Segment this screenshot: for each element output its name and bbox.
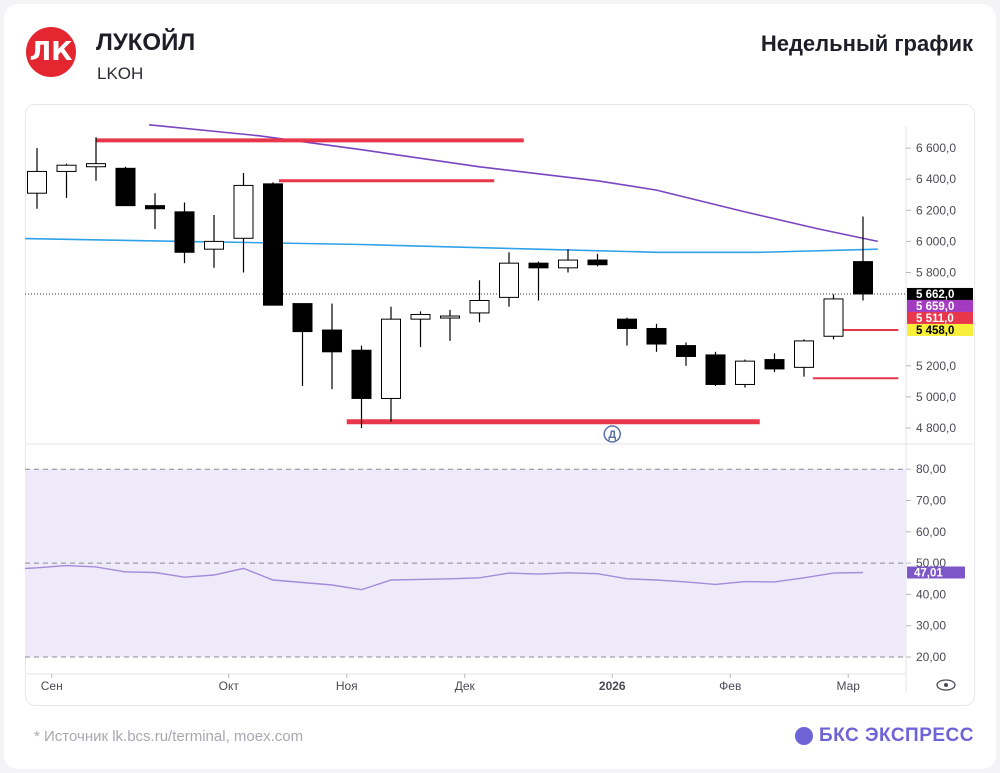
brand-logo-icon <box>794 727 813 745</box>
price-label-text: 5 659,0 <box>916 301 954 313</box>
price-label-text: 5 511,0 <box>916 313 954 325</box>
candle-bearish <box>528 262 549 269</box>
rsi-line <box>25 564 864 591</box>
time-tick-label: 2026 <box>599 679 626 693</box>
logo-lettering: ЛК <box>29 37 73 67</box>
candle-bearish <box>646 327 667 345</box>
price-chart[interactable]: 6 600,0 6 400,0 6 200,0 6 000,0 5 800,0 5 200… <box>25 104 973 704</box>
rsi-tick-label: 70,00 <box>916 494 946 508</box>
candle-bullish <box>440 315 460 319</box>
time-tick-label: Дек <box>455 679 476 693</box>
candle-bearish <box>174 211 195 253</box>
source-note: * Источник lk.bcs.ru/terminal, moex.com <box>34 728 304 745</box>
candle-bullish <box>27 170 47 194</box>
candle-bullish <box>233 184 254 239</box>
candle-bearish <box>705 354 726 385</box>
time-tick-label: Окт <box>219 679 240 693</box>
lukoil-logo: ЛК <box>26 27 76 77</box>
price-tick-label: 5 000,0 <box>916 390 956 404</box>
brand-name: БКС ЭКСПРЕСС <box>818 725 974 746</box>
candle-bearish <box>145 205 165 210</box>
time-tick-label: Мар <box>837 679 861 693</box>
price-tick-label: 6 600,0 <box>916 141 956 155</box>
candle-bullish <box>823 298 844 337</box>
candle-bearish <box>351 349 372 399</box>
candle-bullish <box>735 360 755 385</box>
candle-bullish <box>56 164 77 172</box>
rsi-tick-label: 20,00 <box>916 650 946 664</box>
candle-bullish <box>204 240 224 250</box>
price-tick-label: 5 200,0 <box>916 359 956 373</box>
candle-bullish <box>381 318 401 399</box>
candle-bearish <box>587 259 608 266</box>
candle-bearish <box>764 359 785 370</box>
candle-bearish <box>263 183 283 306</box>
candle-bullish <box>794 340 814 368</box>
dividend-marker: Д <box>603 425 621 443</box>
dividend-marker-circle <box>603 425 621 443</box>
price-tick-label: 5 800,0 <box>916 266 956 280</box>
time-tick-label: Ноя <box>336 679 358 693</box>
candle-bearish <box>322 329 342 353</box>
moving-average-blue <box>25 237 878 254</box>
price-label-text: 5 662,0 <box>916 289 954 301</box>
ticker-label: LKOH <box>97 64 144 83</box>
candle-bullish <box>558 259 578 269</box>
rsi-tick-label: 30,00 <box>916 619 946 633</box>
chart-period-title: Недельный график <box>760 31 973 56</box>
rsi-value-badge <box>907 566 965 579</box>
price-label-badge <box>907 299 973 312</box>
rsi-value-text: 47,01 <box>914 567 943 579</box>
candle-bearish <box>115 167 136 207</box>
price-label-badge <box>907 287 973 300</box>
candle-bullish <box>469 299 490 314</box>
candle-bullish <box>499 262 519 298</box>
dividend-marker-label: Д <box>608 429 616 441</box>
rsi-tick-label: 60,00 <box>916 525 946 539</box>
eye-icon-outline <box>936 679 956 691</box>
candle-bearish <box>617 318 637 329</box>
time-tick-label: Сен <box>41 679 63 693</box>
price-tick-label: 4 800,0 <box>916 421 956 435</box>
price-label-badge <box>907 311 973 324</box>
candle-bullish <box>86 163 106 168</box>
eye-icon-pupil <box>944 683 948 687</box>
candle-bearish <box>853 261 873 295</box>
candle-bullish <box>410 313 431 320</box>
price-label-text: 5 458,0 <box>916 325 954 337</box>
price-tick-label: 6 400,0 <box>916 172 956 186</box>
chart-settings-eye-icon[interactable] <box>936 679 956 691</box>
price-label-badge <box>907 323 973 336</box>
candle-bearish <box>676 345 696 357</box>
candle-bearish <box>292 303 313 333</box>
company-name: ЛУКОЙЛ <box>96 29 196 56</box>
price-tick-label: 6 000,0 <box>916 234 956 248</box>
price-tick-label: 6 200,0 <box>916 203 956 217</box>
brand: БКС ЭКСПРЕСС <box>794 725 974 747</box>
time-tick-label: Фев <box>719 679 741 693</box>
rsi-tick-label: 40,00 <box>916 587 946 601</box>
rsi-tick-label: 80,00 <box>916 462 946 476</box>
